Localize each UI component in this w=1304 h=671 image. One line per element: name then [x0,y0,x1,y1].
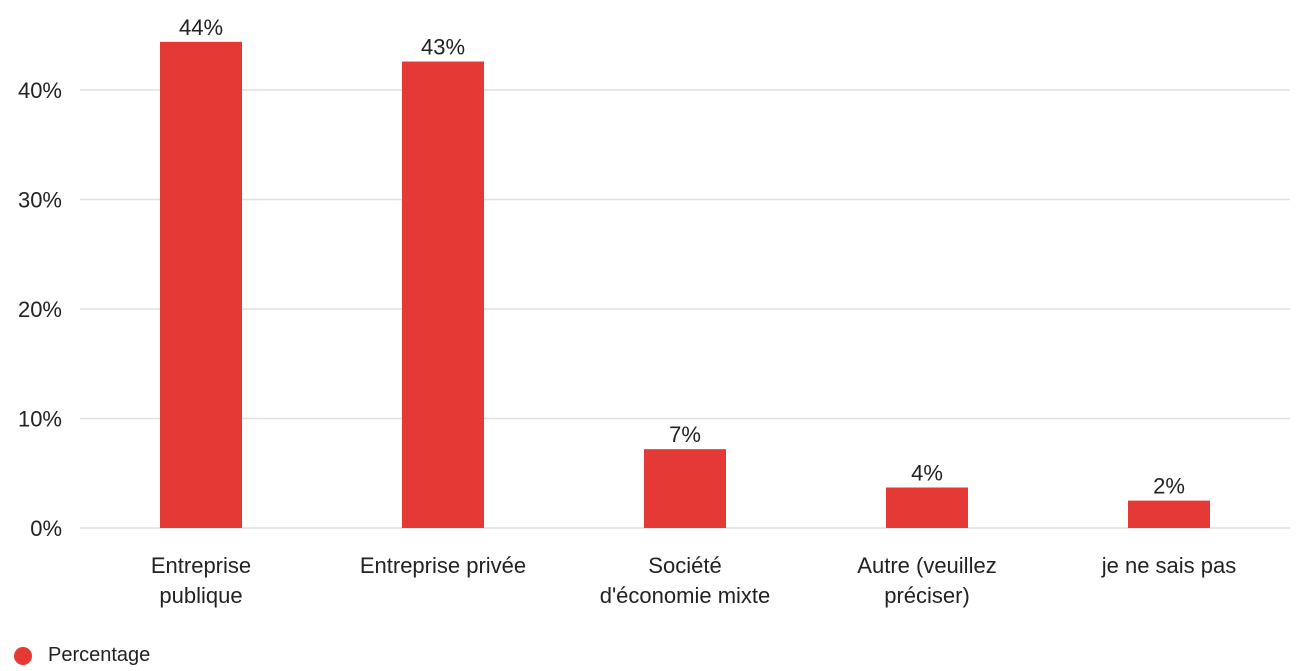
data-label: 7% [669,422,701,447]
legend: Percentage [14,644,150,667]
legend-swatch [14,646,32,665]
data-label: 2% [1153,474,1185,499]
bar [402,61,484,528]
y-tick-label: 0% [30,516,62,541]
x-tick-label: Société d'économie mixte [600,553,771,608]
x-tick-label: je ne sais pas [1101,553,1237,578]
x-tick-label: Entreprise privée [360,553,526,578]
bar [886,487,968,528]
y-tick-label: 40% [18,78,62,103]
data-label: 43% [421,35,465,60]
bar [1128,500,1210,528]
bar [160,41,242,528]
bar [644,449,726,528]
legend-label: Percentage [48,644,151,666]
y-tick-label: 30% [18,188,62,213]
bar-chart: 0% 10% 20% 30% 40% 44% Entreprise publique 43% En… [18,15,1290,608]
data-label: 4% [911,460,943,485]
x-tick-label: Autre (veuillez préciser) [857,553,996,608]
y-tick-label: 20% [18,297,62,322]
x-tick-label: Entreprise publique [151,553,251,608]
data-label: 44% [179,15,223,40]
y-tick-label: 10% [18,407,62,432]
